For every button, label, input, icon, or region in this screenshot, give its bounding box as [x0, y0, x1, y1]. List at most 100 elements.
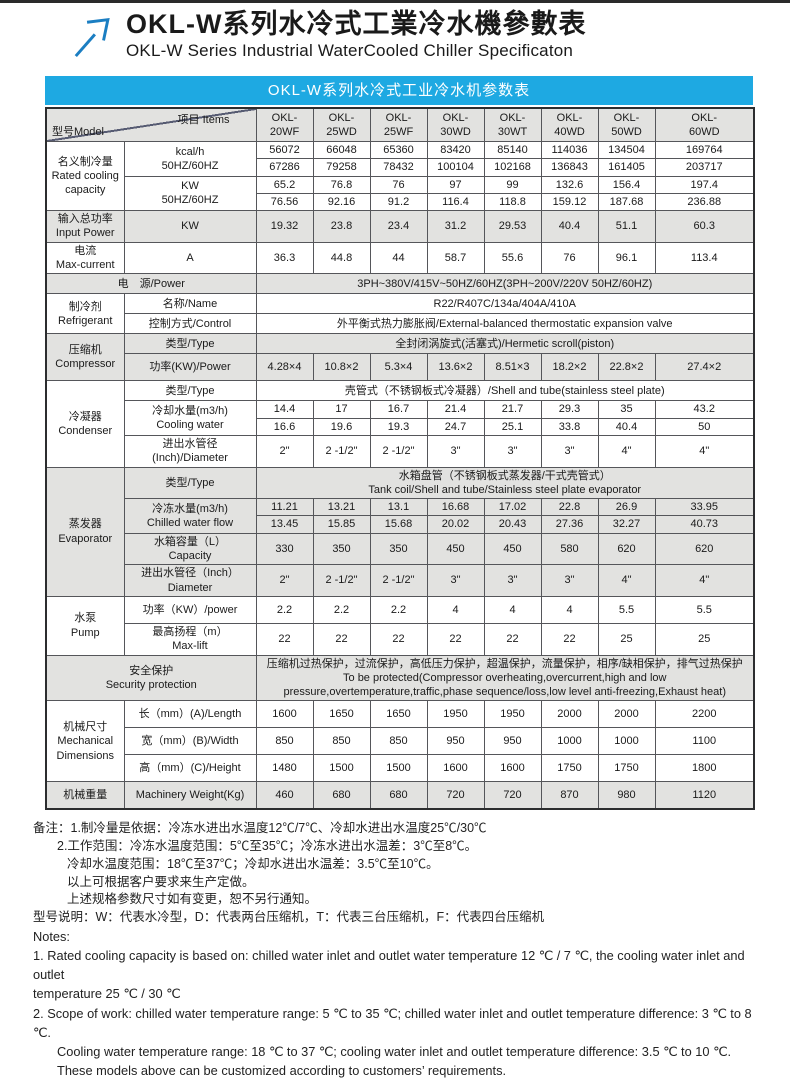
value-cell: 56072	[255, 140, 314, 160]
item-cell: 类型/Type	[123, 333, 257, 355]
note-line: Cooling water temperature range: 18 ℃ to…	[57, 1044, 732, 1060]
value-cell: 3"	[426, 564, 485, 597]
table-row-security-protection: 安全保护 Security protection 压缩机过热保护，过流保护，高低压力…	[45, 654, 755, 702]
value-cell: 2"	[255, 564, 314, 597]
value-cell: 1750	[597, 754, 656, 783]
value-cell: 4.28×4	[255, 353, 314, 382]
table-row: 名义制冷量 Rated cooling capacity kcal/h 50HZ/60H…	[45, 140, 755, 212]
value-cell: 43.2	[654, 400, 755, 419]
table-row: 冷冻水量(m3/h) Chilled water flow 11.21 13.21 13…	[46, 498, 755, 534]
table-row: 控制方式/Control 外平衡式热力膨胀阀/External-balanced …	[46, 313, 755, 335]
value-cell: 76.56	[255, 192, 314, 212]
value-cell: 19.32	[255, 210, 314, 243]
value-cell: 23.8	[312, 210, 371, 243]
value-cell: 132.6	[540, 175, 599, 194]
value-cell: 36.3	[255, 241, 314, 275]
value-cell: 159.12	[540, 192, 599, 212]
value-cell: 18.2×2	[540, 353, 599, 382]
note-line: 2. Scope of work: chilled water temperat…	[33, 1005, 752, 1040]
value-cell: 8.51×3	[483, 353, 542, 382]
table-row: 冷凝器 Condenser 类型/Type 壳管式（不锈钢板式冷凝器）/Shell a…	[45, 380, 755, 468]
value-cell: 97	[426, 175, 485, 194]
item-cell: 进出水管径（Inch） Diameter	[123, 564, 257, 597]
item-cell: 类型/Type	[123, 380, 257, 402]
value-cell: 1800	[654, 754, 755, 783]
value-cell: 92.16	[312, 192, 371, 212]
value-cell: 83420	[426, 140, 485, 160]
item-cell: KW 50HZ/60HZ	[123, 175, 257, 212]
value-cell: 24.7	[426, 417, 485, 436]
table-row: 高（mm）(C)/Height 1480 1500 1500 1600 1600 1750 1…	[46, 754, 755, 783]
note-line: 1. Rated cooling capacity is based on: c…	[33, 948, 745, 983]
value-cell: 580	[540, 532, 599, 566]
table-row: 水箱容量（L） Capacity 330 350 350 450 450 580 620 620	[46, 532, 755, 566]
value-cell: 1950	[426, 700, 485, 729]
value-cell: 1120	[654, 781, 755, 810]
value-cell: 870	[540, 781, 599, 810]
value-cell: 2 -1/2"	[312, 434, 371, 468]
model-header-row: 型号Model 项目 Items OKL- 20WF OKL- 25WD OKL- 25WF O…	[45, 107, 755, 142]
model-header-cell: OKL- 40WD	[540, 107, 599, 142]
item-cell: 功率（KW）/power	[123, 595, 257, 624]
arrow-logo-icon	[68, 9, 120, 65]
value-cell: 3"	[540, 434, 599, 468]
table-row: 水泵 Pump 功率（KW）/power 2.2 2.2 2.2 4 4 4 5.5 5.5	[45, 595, 755, 656]
value-cell: 55.6	[483, 241, 542, 275]
model-header-cell: OKL- 50WD	[597, 107, 656, 142]
value-cell: 2.2	[369, 595, 428, 624]
value-cell: 13.6×2	[426, 353, 485, 382]
value-cell: 16.7	[369, 400, 428, 419]
value-cell: 720	[483, 781, 542, 810]
value-cell: 4"	[654, 434, 755, 468]
value-cell: 850	[369, 727, 428, 756]
span-text-cell: R22/R407C/134a/404A/410A	[255, 293, 755, 315]
model-header-cell: OKL- 25WD	[312, 107, 371, 142]
value-cell: 680	[369, 781, 428, 810]
value-cell: 197.4	[654, 175, 755, 194]
table-row: 电流 Max-current A 36.3 44.8 44 58.7 55.6 76 96.1 11…	[45, 241, 755, 275]
value-cell: 102168	[483, 158, 542, 177]
value-cell: 1600	[483, 754, 542, 783]
value-cell: 3"	[483, 564, 542, 597]
spec-table: 型号Model 项目 Items OKL- 20WF OKL- 25WD OKL- 25WF O…	[45, 107, 755, 811]
value-cell: 29.53	[483, 210, 542, 243]
value-cell: 136843	[540, 158, 599, 177]
value-cell: 1500	[312, 754, 371, 783]
merged-content-cell: 3PH~380V/415V~50HZ/60HZ(3PH~200V/220V 50…	[255, 273, 755, 295]
value-cell: 14.4	[255, 400, 314, 419]
value-cell: 66048	[312, 140, 371, 160]
value-cell: 620	[597, 532, 656, 566]
model-header-cell: OKL- 20WF	[255, 107, 314, 142]
value-cell: 22	[426, 622, 485, 656]
value-cell: 1750	[540, 754, 599, 783]
value-cell: 1600	[426, 754, 485, 783]
value-cell: 1650	[369, 700, 428, 729]
value-cell: 40.4	[540, 210, 599, 243]
value-cell: 33.95	[654, 498, 755, 517]
value-cell: 27.36	[540, 515, 599, 534]
value-cell: 65.2	[255, 175, 314, 194]
category-cell-mechanical-dimensions: 机械尺寸 Mechanical Dimensions	[45, 700, 125, 783]
value-cell: 16.6	[255, 417, 314, 436]
item-cell: KW	[123, 210, 257, 243]
value-cell: 22	[255, 622, 314, 656]
span-text-cell: 外平衡式热力膨胀阀/External-balanced thermostatic…	[255, 313, 755, 335]
category-cell-machinery-weight: 机械重量	[45, 781, 125, 810]
item-cell: 类型/Type	[123, 466, 257, 500]
value-cell: 25	[597, 622, 656, 656]
value-cell: 25.1	[483, 417, 542, 436]
value-cell: 17	[312, 400, 371, 419]
item-cell: 高（mm）(C)/Height	[123, 754, 257, 783]
category-cell-refrigerant: 制冷剂 Refrigerant	[45, 293, 125, 335]
value-cell: 65360	[369, 140, 428, 160]
value-cell: 27.4×2	[654, 353, 755, 382]
value-cell: 950	[483, 727, 542, 756]
value-cell: 236.88	[654, 192, 755, 212]
value-cell: 1500	[369, 754, 428, 783]
value-cell: 67286	[255, 158, 314, 177]
item-cell: 长（mm）(A)/Length	[123, 700, 257, 729]
value-cell: 10.8×2	[312, 353, 371, 382]
value-cell: 460	[255, 781, 314, 810]
value-cell: 51.1	[597, 210, 656, 243]
